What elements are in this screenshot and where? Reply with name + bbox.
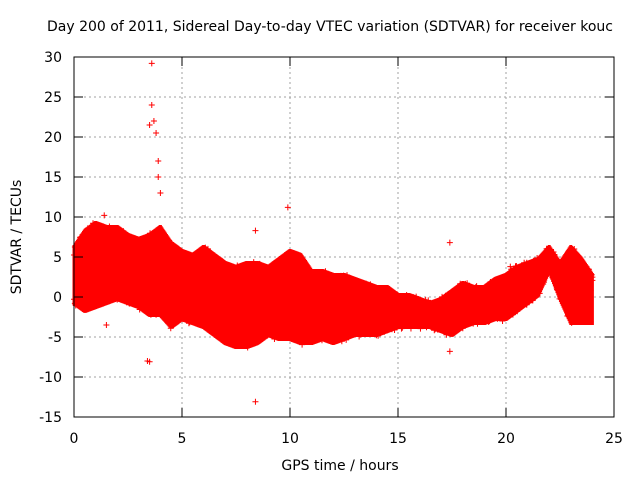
x-tick-label: 15 (389, 431, 407, 447)
axis-ticks (73, 56, 615, 418)
y-tick-label: 30 (44, 50, 62, 66)
y-tick-label: 5 (53, 250, 62, 266)
y-tick-label: 15 (44, 170, 62, 186)
y-tick-label: -10 (39, 370, 62, 386)
data-point-outlier (101, 212, 108, 219)
data-point-outlier (146, 122, 153, 128)
y-tick-label: 10 (44, 210, 62, 226)
data-point-outlier (153, 130, 160, 136)
data-point (589, 277, 596, 284)
plot-frame (73, 56, 615, 418)
x-tick-label: 10 (281, 431, 299, 447)
data-point-outlier (155, 158, 162, 164)
x-tick-label: 25 (605, 431, 623, 447)
tick-labels: -15 -10 -5 0 5 10 15 20 25 30 0 5 10 15 20 25 (39, 50, 623, 447)
data-point-outlier (157, 190, 164, 196)
y-tick-label: 25 (44, 90, 62, 106)
data-point-outlier (150, 118, 157, 124)
y-tick-label: -15 (39, 410, 62, 426)
chart-title: Day 200 of 2011, Sidereal Day-to-day VTE… (47, 19, 613, 35)
data-point-outlier (284, 204, 291, 211)
data-point-outlier (148, 102, 155, 108)
x-axis-label: GPS time / hours (281, 458, 398, 474)
data-point-outlier (446, 239, 453, 246)
data-point-outlier (155, 174, 162, 180)
x-tick-label: 20 (497, 431, 515, 447)
data-point-outlier (148, 60, 155, 67)
x-tick-label: 0 (70, 431, 79, 447)
y-axis-label: SDTVAR / TECUs (9, 180, 25, 295)
y-tick-label: 20 (44, 130, 62, 146)
y-tick-label: 0 (53, 290, 62, 306)
y-tick-label: -5 (48, 330, 62, 346)
data-point-outlier (252, 398, 259, 405)
data-point-outlier (446, 348, 453, 355)
data-point-outlier (507, 263, 514, 270)
data-point-outlier (146, 358, 153, 365)
data-series (71, 60, 596, 405)
data-point-outlier (103, 322, 110, 328)
data-point-outlier (252, 227, 259, 234)
x-tick-label: 5 (178, 431, 187, 447)
